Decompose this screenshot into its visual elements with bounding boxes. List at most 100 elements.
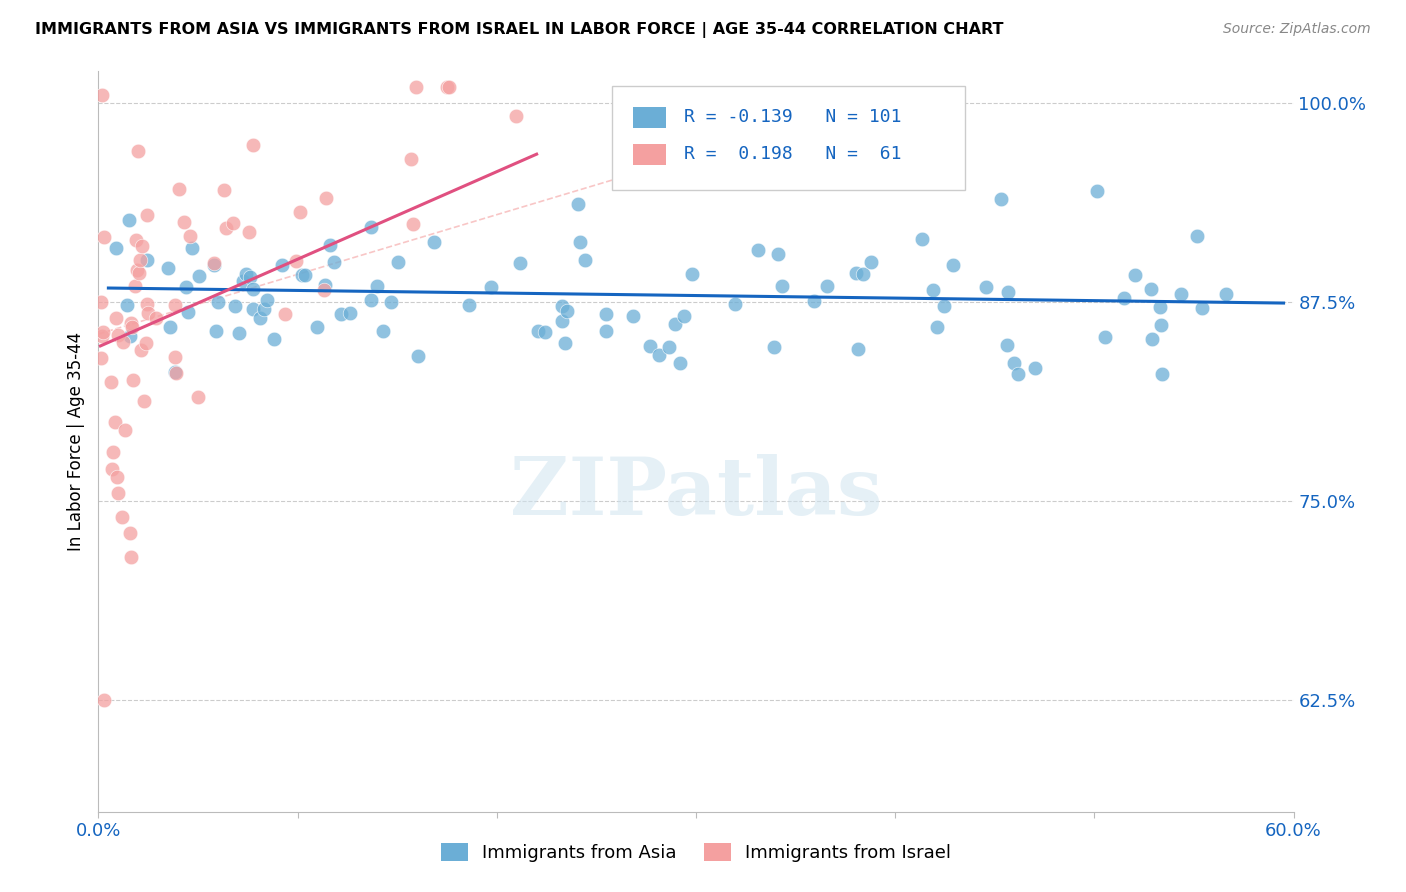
Immigrants from Asia: [574, 252, 596, 267]
Immigrants from Asia: [314, 277, 336, 292]
Immigrants from Israel: [93, 230, 115, 244]
Immigrants from Asia: [1125, 268, 1147, 282]
Immigrants from Asia: [770, 278, 793, 293]
Immigrants from Asia: [163, 365, 186, 379]
Immigrants from Asia: [177, 305, 200, 319]
Immigrants from Asia: [551, 313, 574, 327]
Immigrants from Israel: [437, 80, 460, 95]
Immigrants from Israel: [136, 306, 159, 320]
Immigrants from Israel: [402, 217, 425, 231]
Immigrants from Asia: [668, 356, 690, 370]
Immigrants from Israel: [135, 335, 157, 350]
Immigrants from Asia: [527, 324, 550, 338]
Immigrants from Asia: [762, 340, 785, 354]
Immigrants from Israel: [120, 316, 142, 330]
Immigrants from Israel: [107, 328, 129, 343]
Immigrants from Israel: [112, 334, 135, 349]
Immigrants from Asia: [118, 213, 141, 227]
Immigrants from Asia: [294, 268, 316, 282]
Immigrants from Asia: [1024, 361, 1046, 376]
Immigrants from Asia: [1170, 286, 1192, 301]
Immigrants from Israel: [125, 233, 148, 247]
Immigrants from Asia: [120, 328, 142, 343]
Immigrants from Asia: [974, 280, 997, 294]
Immigrants from Asia: [551, 299, 574, 313]
Immigrants from Asia: [174, 279, 197, 293]
Immigrants from Asia: [232, 274, 254, 288]
Text: R = -0.139   N = 101: R = -0.139 N = 101: [685, 108, 901, 127]
Immigrants from Asia: [569, 235, 592, 250]
Text: Source: ZipAtlas.com: Source: ZipAtlas.com: [1223, 22, 1371, 37]
Immigrants from Asia: [329, 308, 352, 322]
Immigrants from Asia: [339, 306, 361, 320]
Immigrants from Asia: [239, 270, 262, 285]
Immigrants from Asia: [638, 339, 661, 353]
Immigrants from Israel: [315, 191, 337, 205]
Immigrants from Asia: [533, 325, 555, 339]
Legend: Immigrants from Asia, Immigrants from Israel: Immigrants from Asia, Immigrants from Is…: [433, 836, 959, 870]
Immigrants from Asia: [205, 324, 228, 338]
Immigrants from Asia: [270, 258, 292, 272]
Immigrants from Israel: [242, 137, 264, 152]
Immigrants from Israel: [120, 549, 142, 564]
Immigrants from Israel: [505, 109, 527, 123]
Immigrants from Israel: [114, 424, 136, 438]
Immigrants from Asia: [567, 197, 589, 211]
Immigrants from Israel: [134, 393, 156, 408]
Immigrants from Asia: [658, 340, 681, 354]
Immigrants from Israel: [121, 320, 143, 334]
Immigrants from Asia: [990, 192, 1012, 206]
Immigrants from Israel: [222, 216, 245, 230]
Immigrants from Asia: [852, 267, 875, 281]
Immigrants from Israel: [399, 152, 422, 166]
Immigrants from Asia: [371, 325, 394, 339]
Immigrants from Israel: [91, 325, 114, 339]
Immigrants from Asia: [648, 348, 671, 362]
Immigrants from Asia: [509, 256, 531, 270]
Immigrants from Asia: [479, 279, 502, 293]
Immigrants from Israel: [405, 80, 427, 95]
FancyBboxPatch shape: [613, 87, 965, 190]
Immigrants from Israel: [104, 310, 127, 325]
Immigrants from Israel: [128, 266, 150, 280]
Immigrants from Asia: [1085, 184, 1108, 198]
Immigrants from Asia: [860, 255, 883, 269]
Immigrants from Israel: [179, 229, 201, 244]
Immigrants from Israel: [90, 295, 112, 310]
Immigrants from Asia: [249, 310, 271, 325]
Immigrants from Asia: [366, 278, 388, 293]
Immigrants from Israel: [107, 486, 129, 500]
Immigrants from Israel: [238, 225, 260, 239]
Immigrants from Asia: [253, 302, 276, 317]
Y-axis label: In Labor Force | Age 35-44: In Labor Force | Age 35-44: [67, 332, 86, 551]
Immigrants from Israel: [91, 88, 114, 103]
Immigrants from Israel: [135, 208, 157, 222]
Immigrants from Asia: [997, 285, 1019, 299]
Immigrants from Asia: [207, 294, 229, 309]
Immigrants from Asia: [1215, 286, 1237, 301]
Immigrants from Asia: [1152, 367, 1174, 381]
Immigrants from Asia: [319, 238, 342, 252]
Immigrants from Asia: [1140, 332, 1163, 346]
Immigrants from Israel: [285, 254, 308, 268]
Immigrants from Asia: [156, 261, 179, 276]
Immigrants from Asia: [922, 283, 945, 297]
Immigrants from Asia: [1094, 330, 1116, 344]
Immigrants from Asia: [846, 343, 869, 357]
Immigrants from Asia: [555, 303, 578, 318]
Immigrants from Asia: [263, 332, 285, 346]
Immigrants from Israel: [122, 373, 145, 387]
Immigrants from Asia: [228, 326, 250, 340]
Immigrants from Asia: [766, 246, 789, 260]
Immigrants from Asia: [925, 319, 948, 334]
Immigrants from Asia: [845, 266, 868, 280]
Immigrants from Asia: [117, 298, 139, 312]
Immigrants from Asia: [621, 310, 644, 324]
Text: R =  0.198   N =  61: R = 0.198 N = 61: [685, 145, 901, 163]
Text: ZIPatlas: ZIPatlas: [510, 454, 882, 533]
Immigrants from Israel: [100, 462, 122, 476]
Immigrants from Asia: [554, 336, 576, 351]
Immigrants from Asia: [803, 294, 825, 309]
Immigrants from Asia: [995, 337, 1018, 351]
Immigrants from Israel: [163, 298, 186, 312]
